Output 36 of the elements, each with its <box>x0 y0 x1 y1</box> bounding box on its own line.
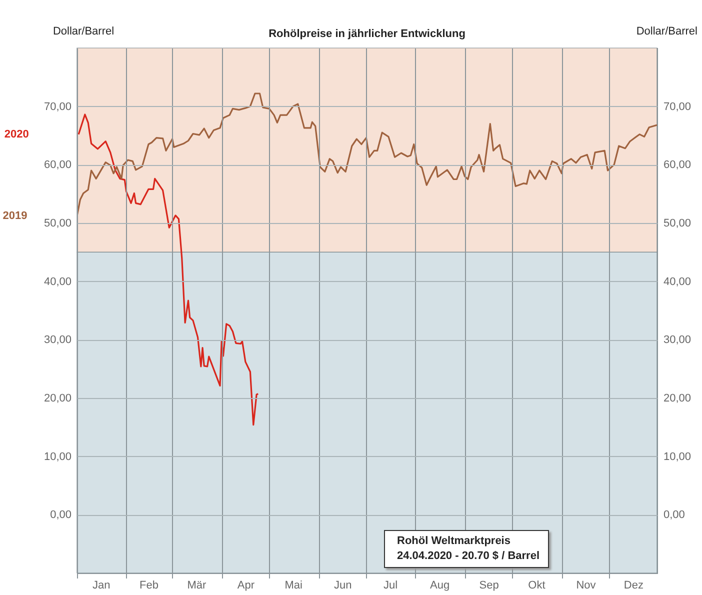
y-tick-label: 30,00 <box>44 334 72 346</box>
y-axis-title: Dollar/Barrel <box>52 26 114 38</box>
y2-tick-label: 70,00 <box>664 100 692 113</box>
y-tick-label: 70,00 <box>44 100 72 113</box>
y2-tick-label: 10,00 <box>664 450 692 463</box>
text: 2019 <box>2 210 28 222</box>
x-tick-label: Jun <box>334 580 352 592</box>
y2-tick-label: 40,00 <box>664 276 692 288</box>
x-tick-label: Sep <box>479 580 499 592</box>
x-tick-label: Mär <box>187 580 206 592</box>
x-tick-label: Jan <box>92 580 110 592</box>
y-tick-label: 0,00 <box>50 509 72 522</box>
text: 2020 <box>4 128 29 140</box>
annotation: 24.04.2020 - 20.70 $ / Barrel <box>397 549 540 564</box>
x-tick-label: Mai <box>284 580 302 592</box>
y-tick-label: 50,00 <box>44 218 72 230</box>
y2-tick-label: 50,00 <box>664 218 692 230</box>
x-tick-label: Dez <box>624 580 644 592</box>
y-tick-label: 20,00 <box>44 392 72 404</box>
x-tick-label: Jul <box>384 580 398 592</box>
y2-tick-label: 60,00 <box>664 159 692 172</box>
y2-axis-title: Dollar/Barrel <box>636 26 698 38</box>
line-series <box>78 114 259 426</box>
y-tick-label: 40,00 <box>44 276 72 288</box>
x-tick-label: Apr <box>237 580 255 592</box>
x-tick-label: Aug <box>430 580 450 592</box>
y2-tick-label: 30,00 <box>664 334 692 346</box>
x-tick-label: Feb <box>140 580 158 592</box>
annotation: Rohöl Weltmarktpreis <box>397 534 512 549</box>
chart-title: Rohölpreise in jährlicher Entwicklung <box>268 28 466 40</box>
x-tick-label: Okt <box>528 580 546 592</box>
x-tick-label: Nov <box>576 580 596 592</box>
y-tick-label: 10,00 <box>44 450 72 463</box>
y2-tick-label: 20,00 <box>664 392 692 404</box>
y-tick-label: 60,00 <box>44 159 72 172</box>
y2-tick-label: 0,00 <box>664 509 685 522</box>
